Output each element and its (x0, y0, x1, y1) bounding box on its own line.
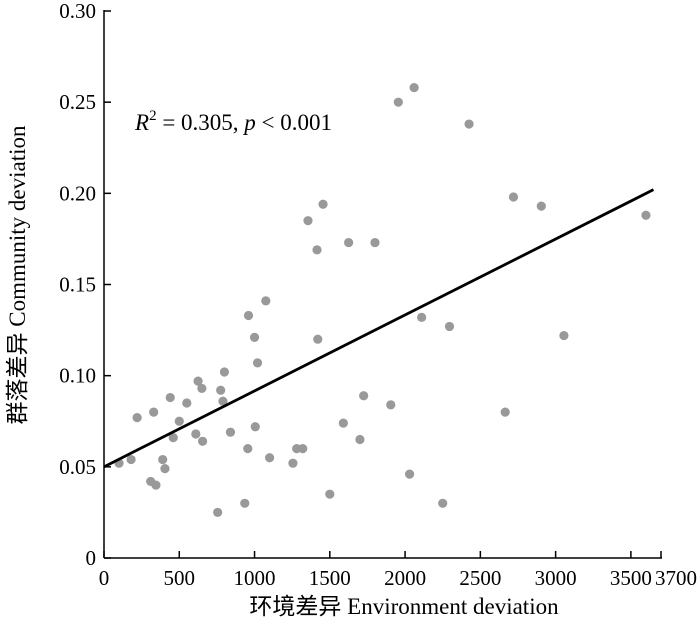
data-point (240, 498, 250, 508)
data-point (151, 480, 161, 490)
data-point (243, 310, 254, 321)
data-point (288, 458, 298, 468)
data-point (213, 507, 223, 518)
x-tick-label: 2500 (459, 566, 501, 590)
data-point (160, 464, 170, 474)
data-point (219, 367, 230, 377)
data-point (444, 321, 455, 332)
regression-line (103, 188, 655, 469)
data-point (338, 418, 348, 428)
data-point (409, 82, 419, 93)
data-point (536, 201, 546, 211)
x-ticks: 0 500 1000 1500 2000 2500 3000 3500 3700 (99, 551, 697, 590)
p-value: < 0.001 (256, 110, 332, 135)
data-point (165, 392, 175, 403)
data-point (218, 396, 228, 406)
data-point (216, 385, 226, 395)
data-point (393, 97, 403, 107)
data-point (191, 429, 201, 439)
data-point (404, 469, 415, 479)
data-point (438, 498, 448, 508)
data-point (370, 237, 380, 248)
data-points (114, 82, 651, 518)
data-point (641, 210, 651, 220)
data-point (264, 453, 275, 463)
data-point (417, 312, 427, 322)
data-point (318, 199, 328, 209)
y-tick-label: 0.10 (59, 364, 96, 388)
data-point (386, 400, 396, 410)
x-tick-label: 0 (99, 566, 110, 590)
data-point (225, 427, 236, 437)
data-point (355, 434, 365, 445)
r-value: = 0.305, (157, 110, 245, 135)
y-tick-label: 0.30 (59, 0, 96, 23)
data-point (344, 237, 354, 248)
data-point (464, 119, 474, 129)
data-point (168, 433, 178, 443)
y-ticks: 0 0.05 0.10 0.15 0.20 0.25 0.30 (59, 0, 111, 570)
x-tick-label: 500 (164, 566, 196, 590)
data-point (149, 407, 159, 417)
y-tick-label: 0 (86, 546, 97, 570)
r-symbol: R (134, 110, 149, 135)
x-axis-label: 环境差异 Environment deviation (249, 594, 559, 619)
y-tick-label: 0.15 (59, 273, 96, 297)
p-symbol: p (242, 110, 256, 135)
x-tick-label: 2000 (384, 566, 426, 590)
data-point (243, 444, 253, 454)
data-point (312, 245, 322, 255)
x-tick-label: 1000 (234, 566, 276, 590)
data-point (198, 436, 208, 446)
data-point (359, 391, 369, 401)
axes (103, 10, 662, 559)
regression-annotation: R2 = 0.305, p < 0.001 (134, 108, 332, 135)
x-tick-label: 3500 (610, 566, 652, 590)
data-point (325, 489, 335, 499)
data-point (298, 444, 308, 454)
y-tick-label: 0.20 (59, 181, 96, 205)
x-tick-label: 3000 (535, 566, 577, 590)
data-point (193, 376, 203, 386)
data-point (508, 192, 519, 202)
data-point (303, 216, 313, 226)
y-axis-label: 群落差异 Community deviation (5, 125, 30, 424)
data-point (197, 383, 207, 394)
data-point (313, 334, 323, 344)
data-point (500, 407, 510, 417)
y-tick-label: 0.05 (59, 455, 96, 479)
r-superscript: 2 (149, 108, 157, 124)
data-point (261, 296, 271, 306)
data-point (158, 454, 168, 465)
data-point (252, 358, 263, 368)
data-point (249, 332, 260, 342)
data-point (174, 416, 184, 426)
data-point (132, 413, 142, 423)
data-point (250, 422, 260, 432)
data-point (126, 454, 136, 465)
data-point (559, 330, 569, 341)
x-tick-label: 3700 (655, 566, 697, 590)
y-tick-label: 0.25 (59, 90, 96, 114)
data-point (182, 398, 192, 408)
x-tick-label: 1500 (309, 566, 351, 590)
